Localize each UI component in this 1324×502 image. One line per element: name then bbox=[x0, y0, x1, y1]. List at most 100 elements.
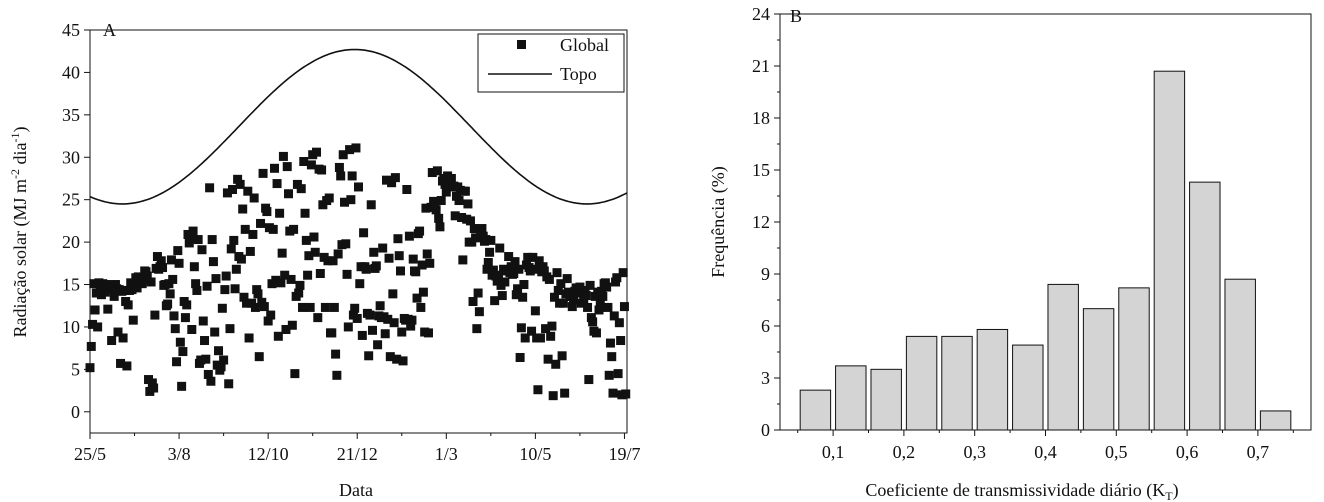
global-point bbox=[324, 193, 334, 203]
global-point bbox=[603, 302, 613, 312]
global-point bbox=[364, 351, 374, 361]
global-point bbox=[598, 291, 608, 301]
global-point bbox=[222, 188, 232, 198]
global-point bbox=[182, 300, 192, 310]
global-point bbox=[369, 247, 379, 257]
global-point bbox=[378, 243, 388, 253]
global-point bbox=[313, 313, 323, 323]
global-point bbox=[299, 157, 309, 167]
global-point bbox=[187, 324, 197, 334]
global-point bbox=[206, 376, 216, 386]
global-point bbox=[595, 299, 605, 309]
global-point bbox=[375, 301, 385, 311]
global-point bbox=[591, 328, 601, 338]
global-point bbox=[315, 268, 325, 278]
global-point bbox=[346, 195, 356, 205]
global-point bbox=[612, 273, 622, 283]
global-point bbox=[202, 281, 212, 291]
global-point bbox=[450, 211, 460, 221]
global-point bbox=[441, 187, 451, 197]
x-tick-label: 25/5 bbox=[74, 444, 106, 464]
global-point bbox=[607, 352, 617, 362]
global-point bbox=[436, 196, 446, 206]
y-tick-label: 25 bbox=[62, 190, 80, 210]
global-point bbox=[432, 166, 442, 176]
global-point bbox=[229, 235, 239, 245]
global-point bbox=[458, 255, 468, 265]
global-point bbox=[385, 352, 395, 362]
y-tick-label: 40 bbox=[62, 62, 80, 82]
global-point bbox=[191, 279, 201, 289]
global-point bbox=[384, 253, 394, 263]
global-point bbox=[217, 303, 227, 313]
global-point bbox=[514, 264, 524, 274]
global-point bbox=[488, 265, 498, 275]
global-point bbox=[483, 257, 493, 267]
panel-b-bars bbox=[799, 70, 1292, 431]
global-point bbox=[518, 292, 528, 302]
global-point bbox=[417, 260, 427, 270]
y-tick-label: 21 bbox=[752, 56, 770, 76]
global-point bbox=[174, 258, 184, 268]
global-point bbox=[469, 224, 479, 234]
global-point bbox=[485, 247, 495, 257]
global-point bbox=[198, 316, 208, 326]
global-point bbox=[332, 370, 342, 380]
x-tick-label: 0,4 bbox=[1034, 442, 1057, 462]
global-point bbox=[562, 274, 572, 284]
global-point bbox=[235, 179, 245, 189]
global-point bbox=[618, 268, 628, 278]
global-point bbox=[602, 282, 612, 292]
panel-b-x-ticks: 0,1 0,2 0,3 0,4 0,5 0,6 0,7 bbox=[797, 430, 1294, 462]
global-point bbox=[216, 362, 226, 372]
global-point bbox=[394, 251, 404, 261]
global-point bbox=[208, 257, 218, 267]
global-point bbox=[163, 299, 173, 309]
histogram-bar bbox=[1259, 410, 1292, 431]
global-point bbox=[226, 244, 236, 254]
global-point bbox=[613, 369, 623, 379]
global-point bbox=[224, 379, 234, 389]
panel-b-x-axis-title: Coeficiente de transmissividade diário (… bbox=[865, 480, 1178, 502]
panel-b-label: B bbox=[790, 6, 802, 26]
global-point bbox=[404, 231, 414, 241]
y-tick-label: 35 bbox=[62, 105, 80, 125]
global-point bbox=[594, 305, 604, 315]
global-point bbox=[535, 333, 545, 343]
global-point bbox=[298, 302, 308, 312]
global-point bbox=[158, 263, 168, 273]
global-point bbox=[575, 282, 585, 292]
global-point bbox=[434, 213, 444, 223]
global-point bbox=[425, 258, 435, 268]
global-point bbox=[266, 310, 276, 320]
global-point bbox=[165, 289, 175, 299]
global-point bbox=[473, 288, 483, 298]
global-point bbox=[365, 310, 375, 320]
y-tick-label: 12 bbox=[752, 212, 770, 232]
legend-global-label: Global bbox=[560, 35, 609, 55]
global-point bbox=[418, 287, 428, 297]
global-point bbox=[245, 246, 255, 256]
global-point bbox=[331, 349, 341, 359]
global-point bbox=[329, 302, 339, 312]
global-point bbox=[621, 389, 631, 399]
global-point bbox=[431, 205, 441, 215]
global-point bbox=[460, 186, 470, 196]
global-point bbox=[539, 266, 549, 276]
global-point bbox=[146, 277, 156, 287]
global-point bbox=[381, 175, 391, 185]
global-point bbox=[616, 336, 626, 346]
histogram-bar bbox=[799, 389, 832, 431]
global-point bbox=[500, 277, 510, 287]
global-point bbox=[310, 247, 320, 257]
global-point bbox=[197, 245, 207, 255]
y-tick-label: 6 bbox=[761, 316, 770, 336]
global-point bbox=[541, 324, 551, 334]
panel-a-global-points bbox=[85, 143, 631, 401]
x-tick-label: 1/3 bbox=[435, 444, 458, 464]
y-tick-label: 10 bbox=[62, 317, 80, 337]
global-point bbox=[86, 341, 96, 351]
global-point bbox=[557, 351, 567, 361]
x-tick-label: 0,1 bbox=[822, 442, 845, 462]
